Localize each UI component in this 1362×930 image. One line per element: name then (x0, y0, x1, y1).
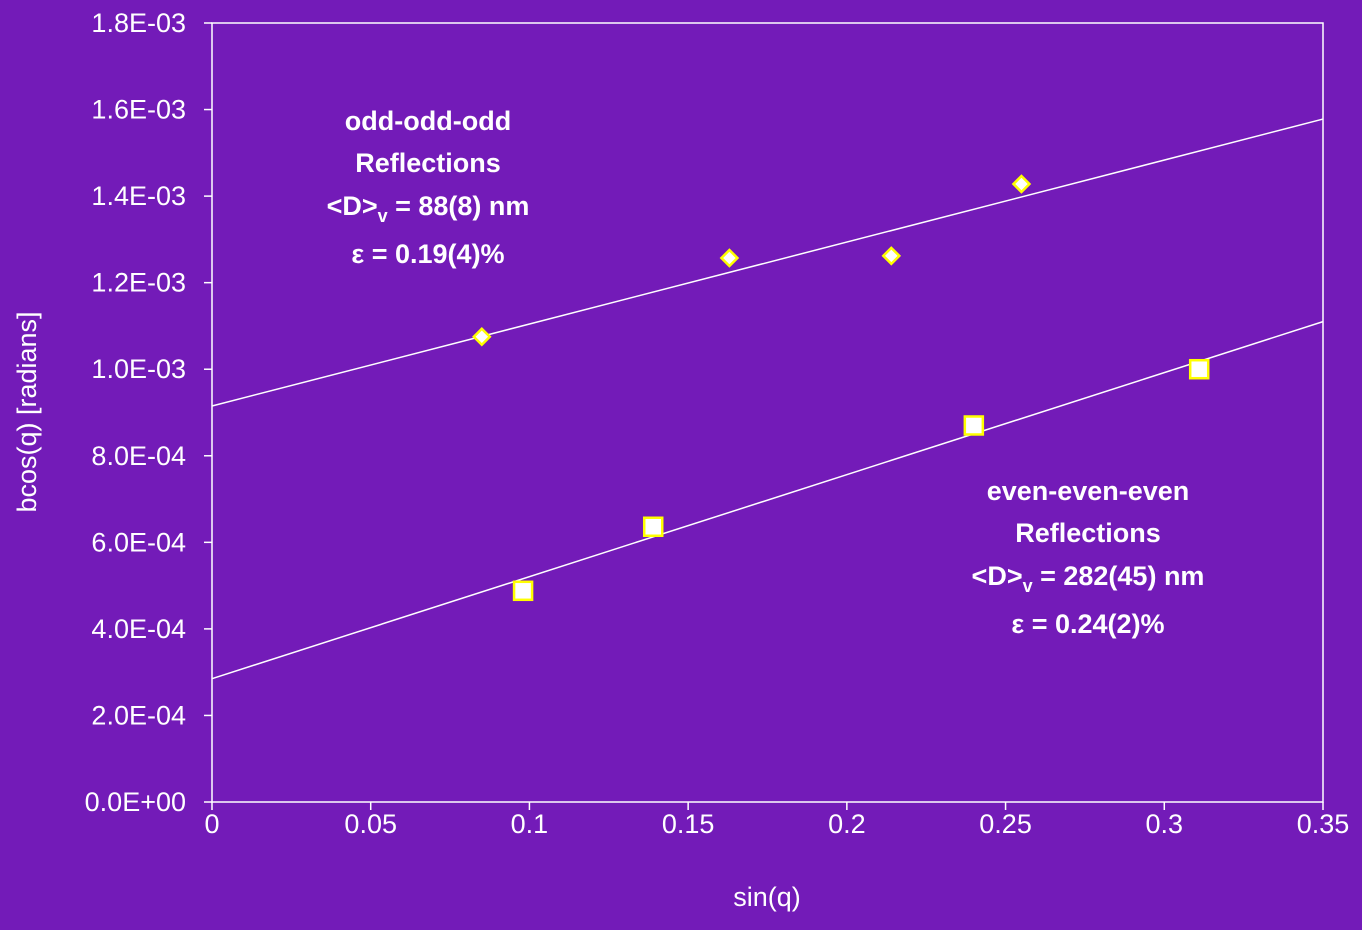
data-point-diamond (881, 246, 902, 266)
y-tick-label: 1.2E-03 (91, 268, 186, 298)
data-markers (472, 174, 1210, 602)
x-tick-label: 0 (204, 809, 219, 839)
plot-area (211, 22, 1324, 803)
x-tick-label: 0.1 (511, 809, 549, 839)
x-tick-label: 0.35 (1297, 809, 1350, 839)
data-point-diamond (719, 248, 740, 268)
y-tick-label: 1.8E-03 (91, 8, 186, 38)
y-axis: 0.0E+00 2.0E-04 4.0E-04 6.0E-04 8.0E-04 1.0E-… (85, 8, 212, 817)
annotation-line: Reflections (1015, 518, 1161, 548)
x-axis-title: sin(q) (733, 882, 801, 912)
annotation-line: Reflections (355, 148, 501, 178)
annotation-0: odd-odd-odd Reflections <D>v = 88(8) nm ε =… (327, 106, 530, 269)
y-tick-label: 1.6E-03 (91, 95, 186, 125)
y-tick-label: 0.0E+00 (85, 787, 186, 817)
fit-line-series-0 (211, 118, 1324, 407)
annotation-line: <D>v = 88(8) nm (327, 191, 530, 226)
x-tick-label: 0.3 (1146, 809, 1184, 839)
data-point-diamond (1011, 174, 1032, 194)
annotation-line: <D>v = 282(45) nm (972, 561, 1205, 596)
annotation-line: odd-odd-odd (345, 106, 511, 136)
annotation-line: even-even-even (987, 476, 1190, 506)
y-tick-label: 4.0E-04 (91, 614, 186, 644)
annotation-line: ε = 0.24(2)% (1011, 609, 1164, 639)
data-point-square (642, 516, 664, 538)
x-tick-label: 0.25 (979, 809, 1032, 839)
data-point-square (512, 580, 534, 602)
y-tick-label: 2.0E-04 (91, 700, 186, 730)
fit-line-series-1 (211, 320, 1324, 680)
y-tick-label: 1.0E-03 (91, 354, 186, 384)
data-point-square (1188, 358, 1210, 380)
y-tick-label: 1.4E-03 (91, 181, 186, 211)
annotations: odd-odd-odd Reflections <D>v = 88(8) nm ε =… (327, 106, 1205, 639)
data-point-square (963, 415, 985, 436)
x-tick-label: 0.2 (828, 809, 866, 839)
y-tick-label: 8.0E-04 (91, 441, 186, 471)
annotation-1: even-even-even Reflections <D>v = 282(45) … (972, 476, 1205, 639)
x-axis: 0 0.05 0.1 0.15 0.2 0.25 0.3 0.35 (204, 802, 1349, 839)
fit-lines (211, 118, 1324, 680)
x-tick-label: 0.05 (344, 809, 397, 839)
data-point-diamond (472, 326, 492, 347)
annotation-line: ε = 0.19(4)% (351, 239, 504, 269)
x-tick-label: 0.15 (662, 809, 715, 839)
y-axis-title: bcos(q) [radians] (12, 311, 42, 512)
y-tick-label: 6.0E-04 (91, 527, 186, 557)
